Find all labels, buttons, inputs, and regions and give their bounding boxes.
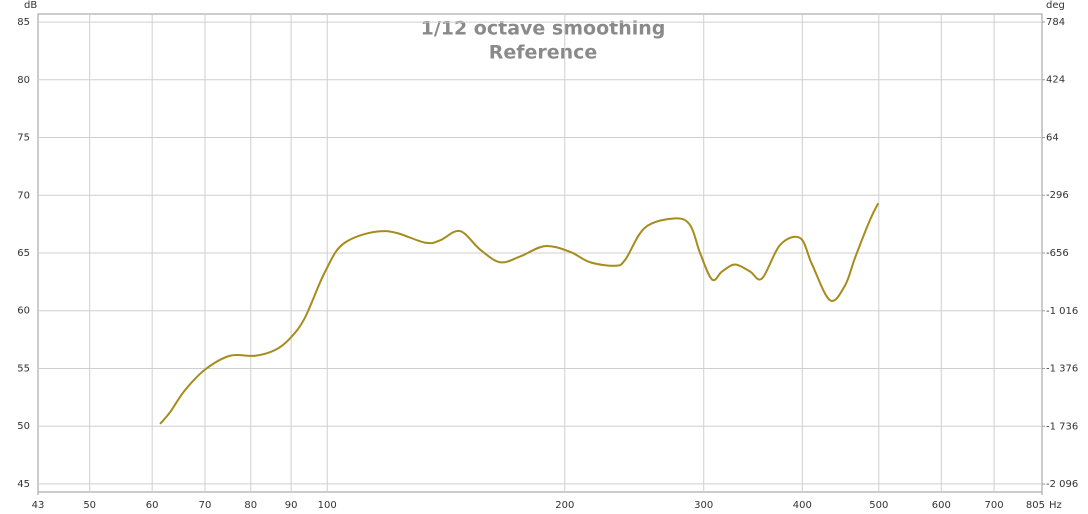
y-tick-label: 65 [17,248,30,259]
y-tick-label: 80 [17,75,30,86]
y-tick-label: 60 [17,306,30,317]
y-tick-label: 85 [17,17,30,28]
y-tick-label: 75 [17,133,30,144]
x-tick-label: 400 [793,500,812,511]
x-tick-label: 43 [32,500,45,511]
x-axis-label: Hz [1049,500,1062,511]
x-tick-label: 200 [555,500,574,511]
y-tick-label: 55 [17,363,30,374]
y2-tick-label: -656 [1046,248,1069,259]
chart-subtitle: Reference [489,42,598,64]
y2-axis-label: deg [1046,0,1065,11]
chart-title: 1/12 octave smoothing [421,18,666,40]
x-tick-label: 80 [244,500,257,511]
y2-tick-label: 64 [1046,132,1059,143]
y2-tick-label: 784 [1046,17,1065,28]
y-tick-label: 45 [17,479,30,490]
x-tick-label: 500 [869,500,888,511]
y-tick-label: 50 [17,421,30,432]
x-tick-label: 70 [199,500,212,511]
x-tick-label: 100 [318,500,337,511]
y-tick-label: 70 [17,190,30,201]
line [159,202,880,425]
y2-tick-label: -1 016 [1046,306,1078,317]
x-tick-label: 60 [146,500,159,511]
x-tick-label: 700 [985,500,1004,511]
x-tick-label: 300 [694,500,713,511]
x-tick-label: 805 [1026,500,1045,511]
x-tick-label: 600 [932,500,951,511]
y2-tick-label: -1 376 [1046,364,1078,375]
y2-tick-label: -2 096 [1046,479,1078,490]
y2-tick-label: 424 [1046,75,1065,86]
y2-tick-label: -296 [1046,190,1069,201]
x-tick-label: 90 [285,500,298,511]
y-axis-label: dB [24,0,37,11]
y2-tick-label: -1 736 [1046,421,1078,432]
x-tick-label: 50 [83,500,96,511]
